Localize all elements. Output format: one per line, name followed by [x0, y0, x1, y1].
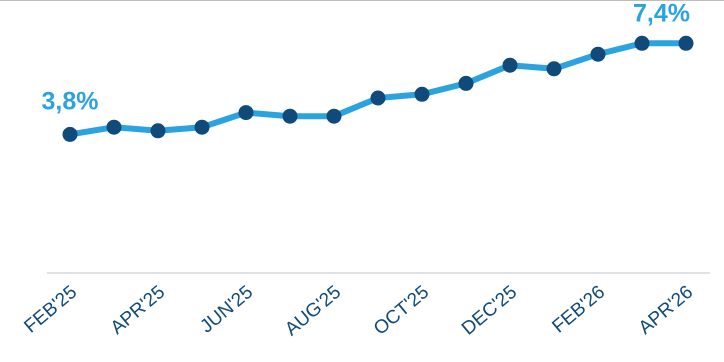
data-point — [370, 90, 386, 106]
data-point — [238, 105, 254, 121]
x-tick-label: JUN'25 — [196, 282, 257, 338]
data-point — [106, 119, 122, 135]
x-tick-label: FEB'26 — [548, 282, 609, 338]
x-tick-label: APR'25 — [107, 282, 169, 339]
data-point — [546, 61, 562, 77]
data-label: 3,8% — [42, 87, 99, 115]
x-tick-label: APR'26 — [635, 282, 697, 339]
x-tick-label: OCT'25 — [370, 282, 433, 340]
data-point — [194, 119, 210, 135]
data-label: 7,4% — [633, 0, 690, 27]
data-point — [634, 35, 650, 51]
data-point — [150, 123, 166, 139]
data-point — [590, 46, 606, 62]
top-rule — [0, 0, 724, 1]
data-point — [502, 57, 518, 73]
x-tick-label: FEB'25 — [20, 282, 81, 338]
data-point — [62, 126, 78, 142]
data-point — [414, 86, 430, 102]
x-tick-label: DEC'25 — [458, 282, 521, 340]
x-tick-label: AUG'25 — [281, 282, 345, 340]
data-point — [458, 75, 474, 91]
data-point — [678, 35, 694, 51]
data-point — [326, 108, 342, 124]
data-point — [282, 108, 298, 124]
